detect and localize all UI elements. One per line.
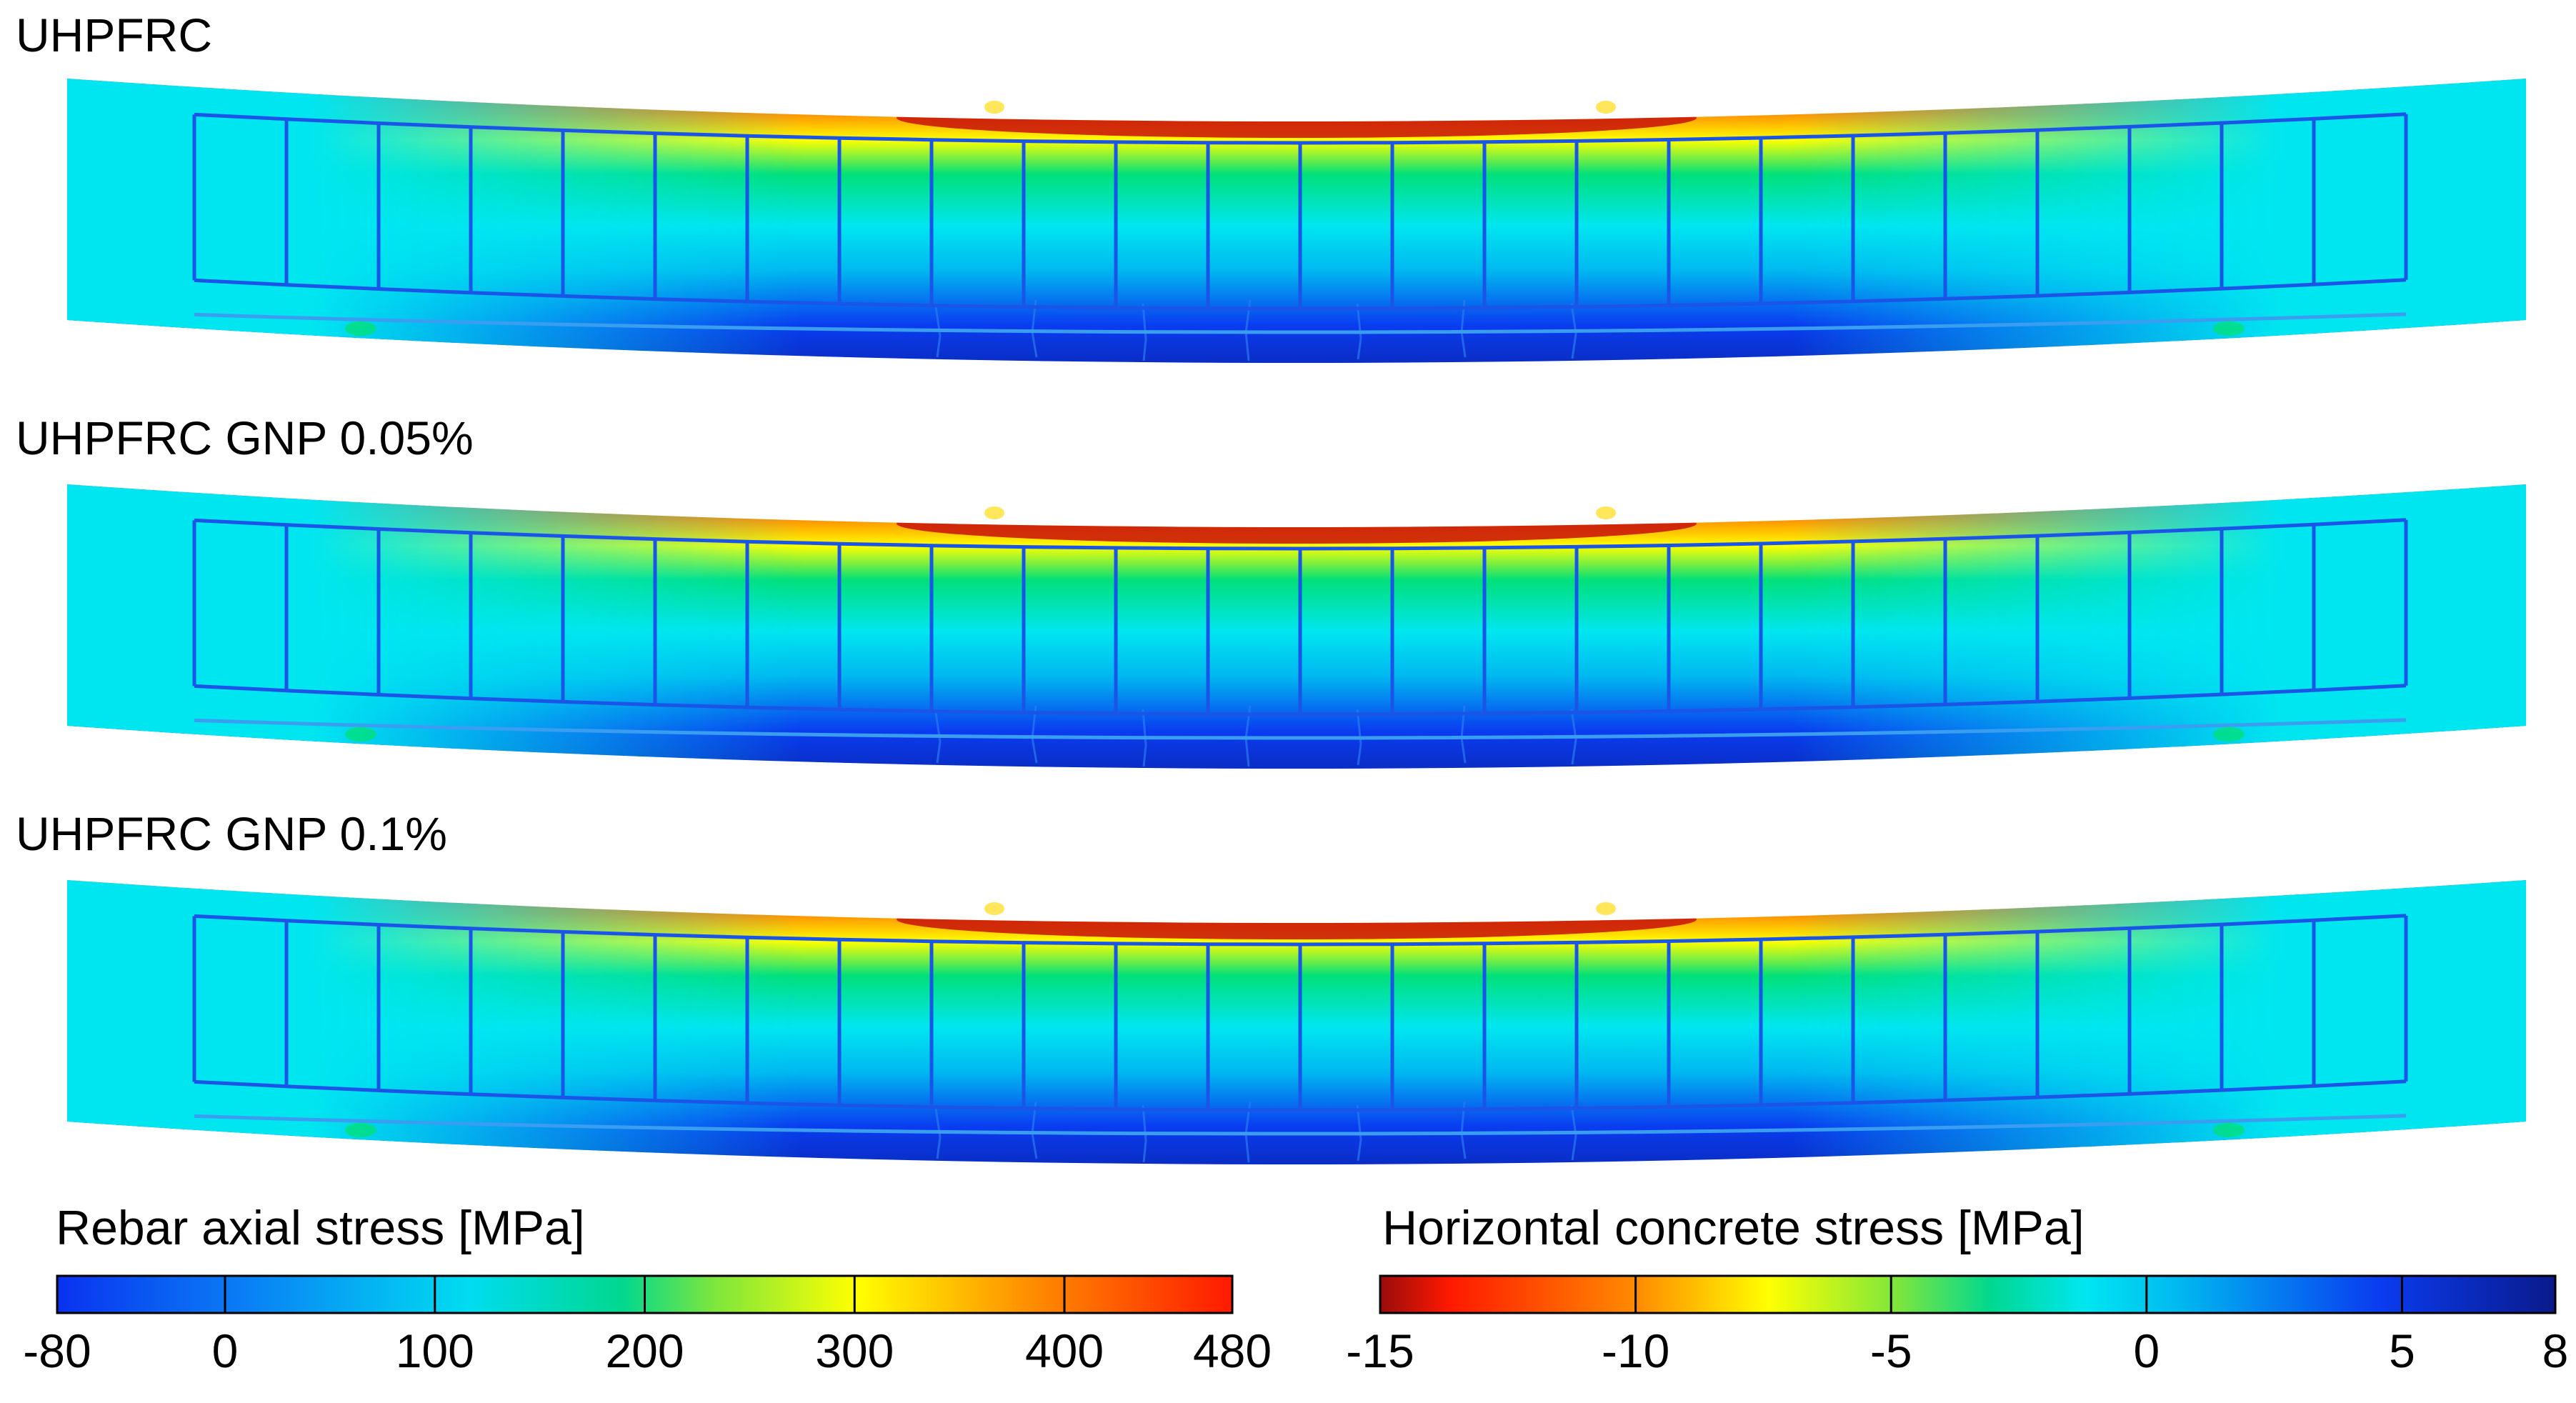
bottom-longitudinal-rebar [194, 312, 2407, 334]
colorbar-tick-label: 200 [605, 1324, 684, 1377]
colorbar-tick-label: -10 [1602, 1324, 1669, 1377]
colorbar-ticks: -80 0 100 200 300 400 480 [23, 1276, 1272, 1377]
colorbar-concrete: Horizontal concrete stress [MPa] -15 -10-… [1346, 1201, 2568, 1377]
colorbar-tick-label: 100 [396, 1324, 474, 1377]
bottom-longitudinal-rebar [194, 718, 2407, 740]
colorbar-tick-label: -5 [1870, 1324, 1912, 1377]
colorbar-tick-label: -15 [1346, 1324, 1414, 1377]
beam-contour [67, 79, 2526, 363]
beam-contour [67, 484, 2526, 769]
colorbar-tick-label: -80 [23, 1324, 91, 1377]
panel-title: UHPFRC GNP 0.1% [16, 807, 447, 860]
colorbar-tick-label: 0 [2133, 1324, 2160, 1377]
colorbar-tick-label: 480 [1193, 1324, 1272, 1377]
colorbar-ticks: -15 -10 -5 0 5 8 [1346, 1276, 2568, 1377]
panel-uhpfrc-gnp-005: UHPFRC GNP 0.05% [16, 411, 2526, 769]
colorbar-tick-label: 0 [212, 1324, 239, 1377]
colorbar-gradient [1379, 1274, 2557, 1314]
beam-contour [67, 880, 2526, 1164]
panel-uhpfrc: UHPFRC [16, 9, 2526, 363]
panel-title: UHPFRC [16, 9, 212, 61]
colorbar-tick-label: 400 [1025, 1324, 1104, 1377]
colorbar-tick-label: 8 [2542, 1324, 2569, 1377]
panel-uhpfrc-gnp-01: UHPFRC GNP 0.1% [16, 807, 2526, 1164]
panel-title: UHPFRC GNP 0.05% [16, 411, 474, 464]
colorbar-tick-label: 300 [815, 1324, 894, 1377]
colorbar-title: Rebar axial stress [MPa] [56, 1201, 585, 1255]
colorbar-tick-label: 5 [2389, 1324, 2415, 1377]
colorbar-title: Horizontal concrete stress [MPa] [1382, 1201, 2085, 1255]
rebar-cage [192, 518, 2408, 740]
colorbar-rebar: Rebar axial stress [MPa] -80 0 100 200 300 40… [23, 1201, 1272, 1377]
bottom-longitudinal-rebar [194, 1114, 2407, 1136]
rebar-cage [192, 914, 2408, 1136]
rebar-cage [192, 112, 2408, 334]
